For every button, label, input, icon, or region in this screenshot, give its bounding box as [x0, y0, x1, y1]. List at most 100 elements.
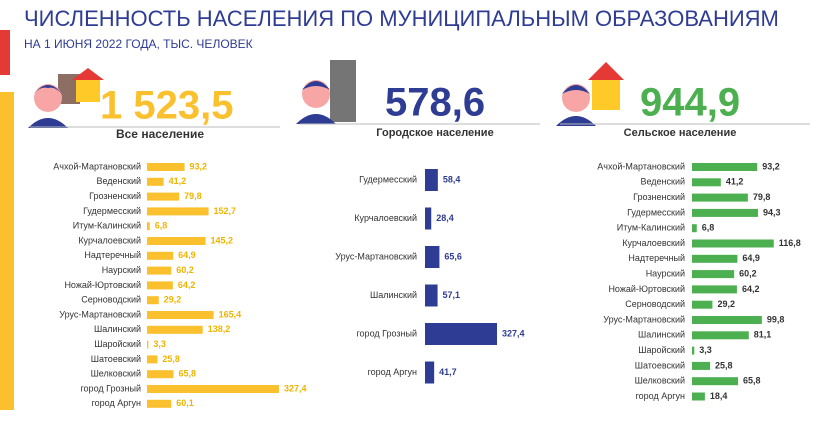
value-label: 64,9	[178, 250, 196, 260]
category-label: Гудермесский	[359, 174, 417, 184]
bar	[147, 251, 174, 260]
bar	[692, 346, 695, 355]
value-label: 99,8	[767, 314, 785, 324]
bar	[147, 192, 180, 201]
category-label: Шатоевский	[91, 354, 141, 364]
category-label: Шелковский	[635, 376, 685, 386]
category-label: Шаройский	[94, 339, 141, 349]
bar	[692, 163, 758, 171]
bar	[692, 392, 705, 401]
category-label: Урус-Мартановский	[603, 314, 685, 324]
value-label: 41,2	[726, 177, 744, 187]
bar	[425, 284, 438, 307]
value-label: 64,9	[742, 253, 760, 263]
category-label: Курчалоевский	[354, 213, 417, 223]
bar	[425, 207, 432, 230]
value-label: 25,8	[162, 354, 180, 364]
value-label: 79,8	[753, 192, 771, 202]
bar	[692, 361, 711, 370]
category-label: Шалинский	[638, 330, 685, 340]
value-label: 145,2	[211, 235, 234, 245]
bar	[147, 163, 185, 171]
bar	[692, 285, 737, 294]
bar	[692, 331, 749, 340]
bar	[147, 311, 214, 319]
category-label: Итум-Калинский	[617, 223, 685, 233]
bar	[692, 377, 739, 386]
value-label: 18,4	[710, 391, 728, 401]
value-label: 165,4	[219, 309, 242, 319]
category-label: Гудермесский	[83, 206, 141, 216]
bar	[425, 169, 438, 191]
category-label: Шаройский	[638, 345, 685, 355]
value-label: 29,2	[717, 299, 735, 309]
value-label: 93,2	[762, 161, 780, 171]
value-label: 79,8	[184, 191, 202, 201]
total: 578,6	[385, 81, 485, 125]
value-label: 3,3	[153, 339, 166, 349]
value-label: 25,8	[715, 360, 733, 370]
category-label: Курчалоевский	[78, 235, 141, 245]
category-label: Урус-Мартановский	[335, 251, 417, 261]
category-label: Шалинский	[94, 324, 141, 334]
bar	[147, 340, 149, 349]
value-label: 327,4	[284, 383, 307, 393]
value-label: 64,2	[742, 284, 760, 294]
bar	[147, 266, 172, 275]
bar	[425, 246, 440, 268]
subtitle: НА 1 ИЮНЯ 2022 ГОДА, ТЫС. ЧЕЛОВЕК	[24, 37, 253, 51]
bar	[147, 385, 279, 393]
category-label: Ачхой-Мартановский	[597, 161, 685, 171]
value-label: 60,2	[176, 265, 194, 275]
category-label: Курчалоевский	[622, 238, 685, 248]
value-label: 60,2	[739, 268, 757, 278]
bar	[147, 370, 174, 379]
bar	[147, 399, 172, 408]
category-label: город Аргун	[636, 391, 685, 401]
bar	[147, 355, 158, 364]
value-label: 81,1	[754, 330, 772, 340]
category-label: Наурский	[102, 265, 141, 275]
value-label: 152,7	[214, 206, 237, 216]
bar	[692, 316, 762, 324]
value-label: 65,8	[179, 369, 197, 379]
bar	[147, 237, 206, 245]
value-label: 58,4	[443, 174, 461, 184]
category-label: Надтеречный	[84, 250, 141, 260]
bar	[692, 239, 774, 248]
bar	[147, 325, 203, 334]
value-label: 64,2	[178, 280, 196, 290]
value-label: 65,8	[743, 376, 761, 386]
value-label: 28,4	[436, 213, 454, 223]
value-label: 327,4	[502, 328, 525, 338]
value-label: 65,6	[444, 251, 462, 261]
category-label: Гудермесский	[627, 207, 685, 217]
category-label: Ножай-Юртовский	[608, 284, 685, 294]
category-label: Урус-Мартановский	[59, 309, 141, 319]
panel-title: Сельское население	[624, 127, 737, 139]
total: 1 523,5	[100, 84, 233, 128]
value-label: 6,8	[702, 223, 715, 233]
accent-red	[0, 30, 10, 75]
value-label: 29,2	[164, 295, 182, 305]
bar	[692, 178, 721, 187]
bar	[147, 296, 159, 305]
category-label: Грозненский	[89, 191, 141, 201]
panel-title: Все население	[116, 127, 204, 141]
bar	[692, 224, 697, 233]
category-label: город Аргун	[368, 367, 417, 377]
accent-yellow	[0, 92, 14, 410]
bar	[692, 270, 735, 279]
value-label: 41,7	[439, 367, 457, 377]
bar	[147, 222, 150, 231]
category-label: город Грозный	[80, 383, 141, 393]
category-label: Итум-Калинский	[73, 221, 141, 231]
value-label: 60,1	[176, 398, 194, 408]
category-label: Грозненский	[633, 192, 685, 202]
value-label: 93,2	[190, 161, 208, 171]
category-label: Наурский	[646, 268, 685, 278]
panel-title: Городское население	[376, 127, 493, 139]
value-label: 116,8	[779, 238, 801, 248]
bar	[425, 323, 498, 345]
